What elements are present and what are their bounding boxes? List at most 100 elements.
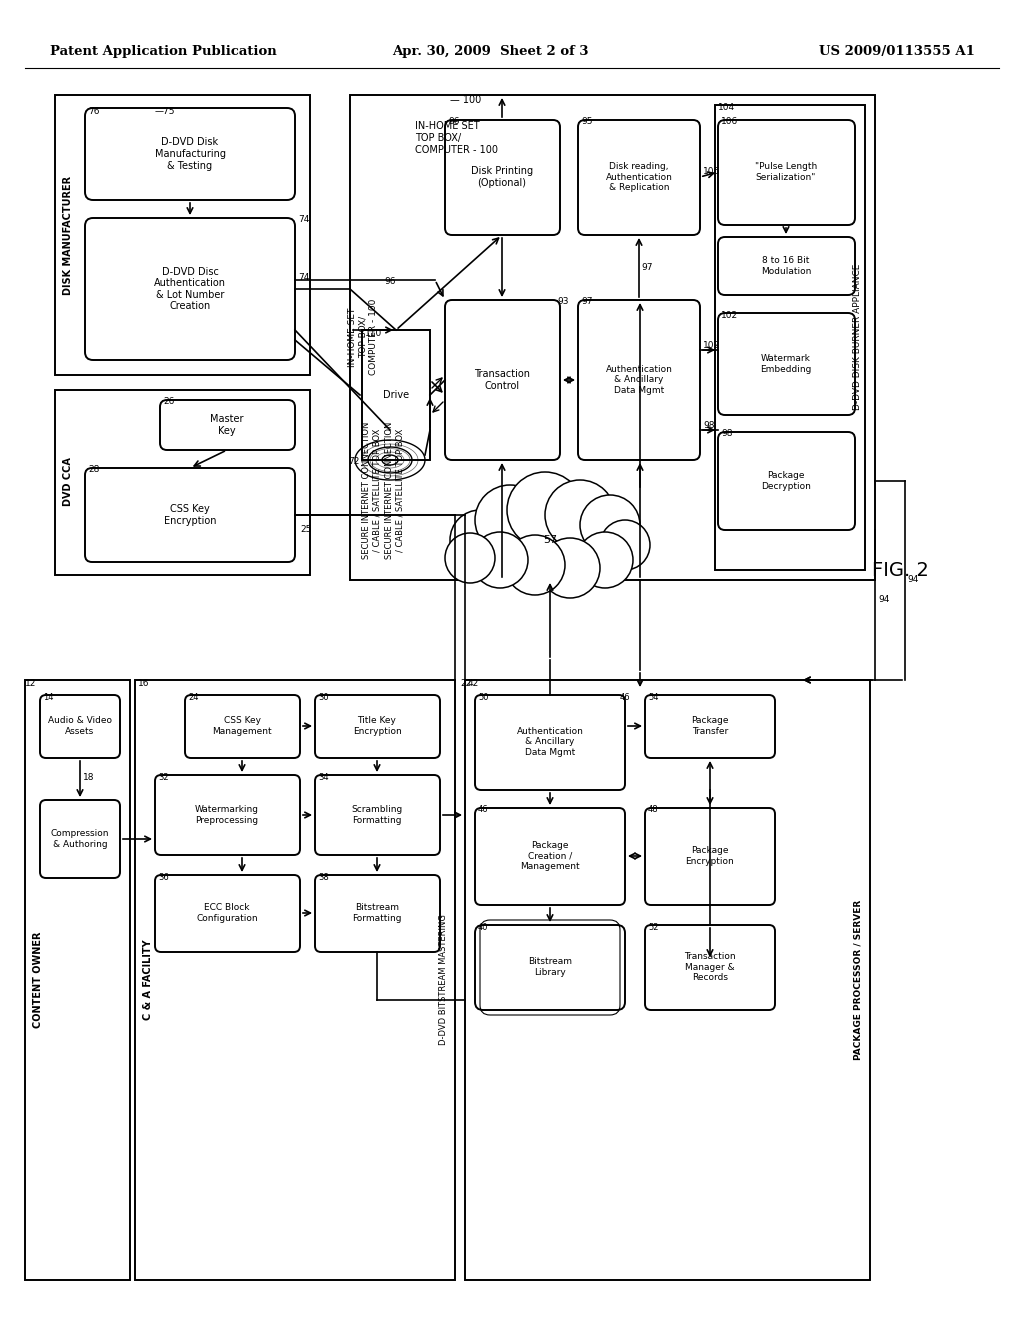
Text: 96: 96 [384,277,396,286]
Text: Package
Decryption: Package Decryption [761,471,811,491]
Text: CSS Key
Encryption: CSS Key Encryption [164,504,216,525]
Circle shape [600,520,650,570]
FancyBboxPatch shape [718,432,855,531]
Bar [55,95,310,375]
Text: SECURE INTERNET CONNECTION
/ CABLE / SATELLITE TOP BOX: SECURE INTERNET CONNECTION / CABLE / SAT… [362,421,382,558]
Text: Watermarking
Preprocessing: Watermarking Preprocessing [195,805,259,825]
Text: Transaction
Control: Transaction Control [474,370,530,391]
Text: 97: 97 [581,297,593,306]
FancyBboxPatch shape [645,925,775,1010]
FancyBboxPatch shape [155,875,300,952]
Text: Audio & Video
Assets: Audio & Video Assets [48,717,112,735]
Text: Authentication
& Ancillary
Data Mgmt: Authentication & Ancillary Data Mgmt [516,727,584,756]
Text: 16: 16 [138,678,150,688]
Text: D-DVD DISK BURNER APPLIANCE: D-DVD DISK BURNER APPLIANCE [853,264,861,411]
Text: 102: 102 [721,310,738,319]
Text: "Pulse Length
Serialization": "Pulse Length Serialization" [755,162,817,182]
Circle shape [505,535,565,595]
Text: 18: 18 [83,774,94,783]
Text: 32: 32 [158,772,169,781]
Text: C & A FACILITY: C & A FACILITY [143,940,153,1020]
Text: 54: 54 [648,693,658,701]
Text: CONTENT OWNER: CONTENT OWNER [33,932,43,1028]
Text: Disk Printing
(Optional): Disk Printing (Optional) [471,166,534,187]
Text: 46: 46 [620,693,631,701]
Text: 98: 98 [721,429,732,438]
Text: 52: 52 [648,923,658,932]
Text: Disk reading,
Authentication
& Replication: Disk reading, Authentication & Replicati… [605,162,673,191]
FancyBboxPatch shape [445,120,560,235]
FancyBboxPatch shape [315,696,440,758]
Text: 95: 95 [581,117,593,127]
Text: 97: 97 [641,263,652,272]
Text: Compression
& Authoring: Compression & Authoring [51,829,110,849]
Text: 110: 110 [365,329,382,338]
Text: 76: 76 [88,107,99,116]
Text: 12: 12 [25,678,37,688]
Text: 14: 14 [43,693,53,701]
Text: Bitstream
Library: Bitstream Library [528,957,572,977]
FancyBboxPatch shape [185,696,300,758]
Circle shape [577,532,633,587]
Text: Package
Creation /
Management: Package Creation / Management [520,841,580,871]
Text: 74: 74 [298,215,309,224]
Text: 74: 74 [298,273,309,282]
FancyBboxPatch shape [645,808,775,906]
Circle shape [450,510,510,570]
Text: 98: 98 [703,421,715,429]
Text: Authentication
& Ancillary
Data Mgmt: Authentication & Ancillary Data Mgmt [605,366,673,395]
FancyBboxPatch shape [40,800,120,878]
Text: Package
Encryption: Package Encryption [686,846,734,866]
Text: US 2009/0113555 A1: US 2009/0113555 A1 [819,45,975,58]
FancyBboxPatch shape [315,775,440,855]
Circle shape [445,533,495,583]
Text: D-DVD BITSTREAM MASTERING: D-DVD BITSTREAM MASTERING [438,915,447,1045]
FancyBboxPatch shape [475,696,625,789]
Text: Patent Application Publication: Patent Application Publication [50,45,276,58]
FancyBboxPatch shape [578,120,700,235]
Text: D-DVD Disk
Manufacturing
& Testing: D-DVD Disk Manufacturing & Testing [155,137,225,170]
FancyBboxPatch shape [155,775,300,855]
Text: 102: 102 [703,341,720,350]
Text: DISK MANUFACTURER: DISK MANUFACTURER [63,176,73,294]
Text: Scrambling
Formatting: Scrambling Formatting [351,805,402,825]
Text: 22: 22 [460,678,471,688]
Text: Bitstream
Formatting: Bitstream Formatting [352,903,401,923]
Bar [465,680,870,1280]
Text: 94: 94 [907,576,919,585]
Text: 106: 106 [721,117,738,127]
Text: 25: 25 [300,525,311,535]
Text: Apr. 30, 2009  Sheet 2 of 3: Apr. 30, 2009 Sheet 2 of 3 [392,45,588,58]
Circle shape [475,484,545,554]
Text: ECC Block
Configuration: ECC Block Configuration [197,903,258,923]
Text: SECURE INTERNET CONNECTION
/ CABLE / SATELLITE TOP BOX: SECURE INTERNET CONNECTION / CABLE / SAT… [385,421,404,558]
FancyBboxPatch shape [718,120,855,224]
Text: 8 to 16 Bit
Modulation: 8 to 16 Bit Modulation [761,256,811,276]
Bar [362,330,430,459]
Circle shape [545,480,615,550]
FancyBboxPatch shape [85,469,295,562]
Text: D-DVD Disc
Authentication
& Lot Number
Creation: D-DVD Disc Authentication & Lot Number C… [154,267,226,312]
Text: PACKAGE PROCESSOR / SERVER: PACKAGE PROCESSOR / SERVER [853,900,862,1060]
Bar [55,389,310,576]
FancyBboxPatch shape [578,300,700,459]
FancyBboxPatch shape [40,696,120,758]
Text: 104: 104 [718,103,735,112]
Bar [350,95,874,579]
Circle shape [580,495,640,554]
Text: 46: 46 [478,805,488,814]
Text: 42: 42 [468,678,479,688]
Bar [135,680,455,1280]
FancyBboxPatch shape [445,300,560,459]
Text: 34: 34 [318,772,329,781]
Text: 106: 106 [703,168,720,177]
Text: IN-HOME SET
TOP BOX/
COMPUTER - 100: IN-HOME SET TOP BOX/ COMPUTER - 100 [415,121,498,154]
Text: 24: 24 [188,693,199,701]
Text: Transaction
Manager &
Records: Transaction Manager & Records [684,952,736,982]
Text: CSS Key
Management: CSS Key Management [212,717,271,735]
Bar [25,680,130,1280]
Bar [715,106,865,570]
Text: 28: 28 [88,466,99,474]
Text: 96: 96 [449,117,460,127]
Text: DVD CCA: DVD CCA [63,458,73,507]
